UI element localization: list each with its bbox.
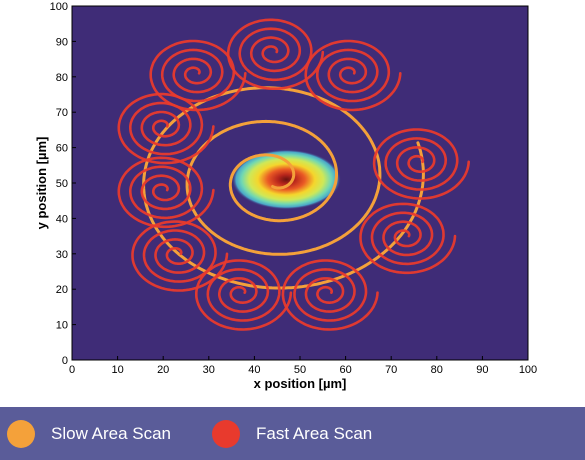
y-tick-label: 50: [56, 178, 68, 190]
x-tick-label: 20: [157, 364, 169, 376]
y-tick-label: 100: [50, 1, 68, 13]
x-tick-label: 50: [294, 364, 306, 376]
fast-area-scan-spiral-1: [372, 128, 470, 200]
y-axis-ticks: 0 10 20 30 40 50 60 70 80 90 100: [50, 1, 76, 367]
y-tick-label: 70: [56, 107, 68, 119]
y-tick-label: 80: [56, 72, 68, 84]
x-tick-label: 100: [519, 364, 537, 376]
fast-area-scan-spiral-6: [117, 156, 215, 229]
legend-swatch-slow-circle-icon: [7, 420, 35, 448]
x-tick-label: 60: [339, 364, 351, 376]
y-tick-label: 30: [56, 249, 68, 261]
y-tick-label: 60: [56, 143, 68, 155]
fast-area-scan-spiral-7: [117, 92, 215, 165]
legend-item-slow-area-scan: Slow Area Scan: [7, 420, 171, 448]
x-tick-label: 70: [385, 364, 397, 376]
beam-intensity-spot: [231, 149, 342, 210]
fast-area-scan-spiral-4: [195, 259, 293, 331]
y-tick-label: 90: [56, 36, 68, 48]
legend-swatch-fast-circle-icon: [212, 420, 240, 448]
legend-label-fast-area-scan: Fast Area Scan: [256, 424, 373, 443]
y-tick-label: 20: [56, 284, 68, 296]
x-tick-label: 40: [248, 364, 260, 376]
x-tick-label: 80: [431, 364, 443, 376]
scan-pattern-chart: 0 10 20 30 40 50 60 70 80 90 100 0 10 20 30 40 50 60 70 80…: [34, 1, 537, 391]
x-axis-ticks: 0 10 20 30 40 50 60 70 80 90 100: [69, 356, 537, 376]
fast-area-scan-series: [117, 18, 470, 331]
fast-area-scan-spiral-2: [359, 202, 457, 275]
x-axis-label: x position [µm]: [254, 376, 347, 391]
legend-bar: Slow Area Scan Fast Area Scan: [0, 407, 585, 460]
y-tick-label: 0: [62, 355, 68, 367]
fast-area-scan-spiral-10: [304, 39, 402, 112]
fast-area-scan-spiral-9: [226, 18, 325, 90]
legend-item-fast-area-scan: Fast Area Scan: [212, 420, 372, 448]
legend-label-slow-area-scan: Slow Area Scan: [51, 424, 172, 443]
y-tick-label: 10: [56, 320, 68, 332]
y-tick-label: 40: [56, 213, 68, 225]
fast-area-scan-spiral-8: [149, 39, 247, 112]
x-tick-label: 90: [476, 364, 488, 376]
x-tick-label: 30: [203, 364, 215, 376]
x-tick-label: 10: [111, 364, 123, 376]
y-axis-label: y position [µm]: [34, 137, 49, 230]
fast-area-scan-spiral-3: [281, 259, 379, 331]
x-tick-label: 0: [69, 364, 75, 376]
